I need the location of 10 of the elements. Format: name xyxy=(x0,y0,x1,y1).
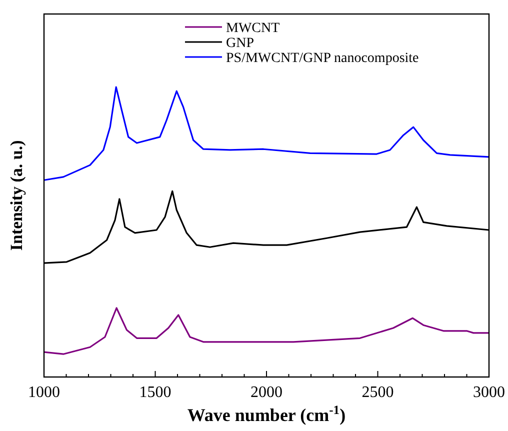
legend-label: GNP xyxy=(226,36,254,51)
legend-label: MWCNT xyxy=(226,21,280,36)
x-tick-label: 2000 xyxy=(250,384,282,401)
legend-label: PS/MWCNT/GNP nanocomposite xyxy=(226,51,419,66)
x-tick-label: 1500 xyxy=(139,384,172,401)
x-tick-label: 3000 xyxy=(473,384,505,401)
y-axis-title: Intensity (a. u.) xyxy=(7,140,26,251)
x-tick-label: 1000 xyxy=(28,384,60,401)
x-tick-label: 2500 xyxy=(362,384,394,401)
x-axis-title: Wave number (cm$^{-1}$) xyxy=(187,403,346,425)
